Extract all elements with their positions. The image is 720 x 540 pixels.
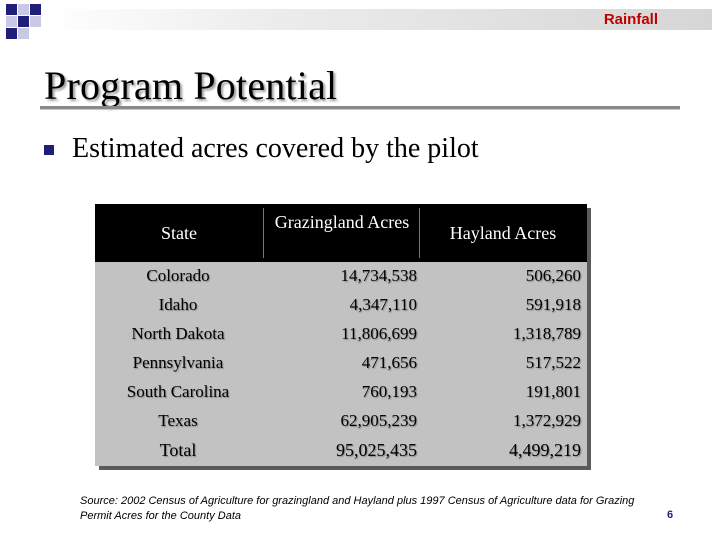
source-note: Source: 2002 Census of Agriculture for g… <box>80 495 635 522</box>
decor-square <box>18 28 29 39</box>
decor-square <box>6 16 17 27</box>
table-header-row: State Grazingland Acres Hayland Acres <box>95 204 587 262</box>
cell-state: Texas <box>158 411 198 430</box>
decor-square <box>18 4 29 15</box>
page-number: 6 <box>667 509 674 521</box>
column-header-state: State <box>161 223 197 243</box>
acres-table: State Grazingland Acres Hayland Acres Co… <box>95 204 587 466</box>
cell-grazingland: 760,193 <box>361 382 417 401</box>
header-divider <box>419 208 420 258</box>
decor-square <box>30 16 41 27</box>
table-row: Colorado 14,734,538 506,260 <box>95 262 587 291</box>
cell-grazingland: 62,905,239 <box>340 411 418 430</box>
bullet-text: Estimated acres covered by the pilot <box>72 133 479 164</box>
decor-square <box>6 28 17 39</box>
column-header-grazingland: Grazingland Acres <box>274 212 410 232</box>
title-divider <box>40 106 680 110</box>
cell-grazingland: 11,806,699 <box>341 324 417 343</box>
decor-square <box>6 4 17 15</box>
cell-state: Pennsylvania <box>132 353 224 372</box>
cell-hayland: 1,318,789 <box>513 324 581 343</box>
cell-grazingland: 14,734,538 <box>340 266 418 285</box>
table-row: Texas 62,905,239 1,372,929 <box>95 407 587 436</box>
cell-hayland: 591,918 <box>525 295 581 314</box>
header-divider <box>263 208 264 258</box>
slide-title: Program Potential <box>44 63 338 108</box>
cell-state: Idaho <box>158 295 198 314</box>
decor-square <box>18 16 29 27</box>
header-bar <box>44 9 712 30</box>
table-row: North Dakota 11,806,699 1,318,789 <box>95 320 587 349</box>
cell-state: Colorado <box>146 266 210 285</box>
cell-grazingland: 471,656 <box>361 353 417 372</box>
cell-hayland: 1,372,929 <box>513 411 581 430</box>
header-label: Rainfall <box>603 11 658 28</box>
decor-square <box>30 4 41 15</box>
table-row: South Carolina 760,193 191,801 <box>95 378 587 407</box>
table-row: Pennsylvania 471,656 517,522 <box>95 349 587 378</box>
cell-hayland: 191,801 <box>525 382 581 401</box>
cell-state: North Dakota <box>131 324 225 343</box>
cell-hayland: 506,260 <box>525 266 581 285</box>
column-header-hayland: Hayland Acres <box>449 223 557 243</box>
cell-total-hayland: 4,499,219 <box>509 440 581 460</box>
table-total-row: Total 95,025,435 4,499,219 <box>95 436 587 466</box>
cell-total-label: Total <box>159 440 197 460</box>
cell-state: South Carolina <box>126 382 230 401</box>
bullet-square-icon <box>44 145 54 155</box>
cell-total-grazingland: 95,025,435 <box>336 440 417 460</box>
cell-hayland: 517,522 <box>525 353 581 372</box>
cell-grazingland: 4,347,110 <box>349 295 417 314</box>
table-row: Idaho 4,347,110 591,918 <box>95 291 587 320</box>
